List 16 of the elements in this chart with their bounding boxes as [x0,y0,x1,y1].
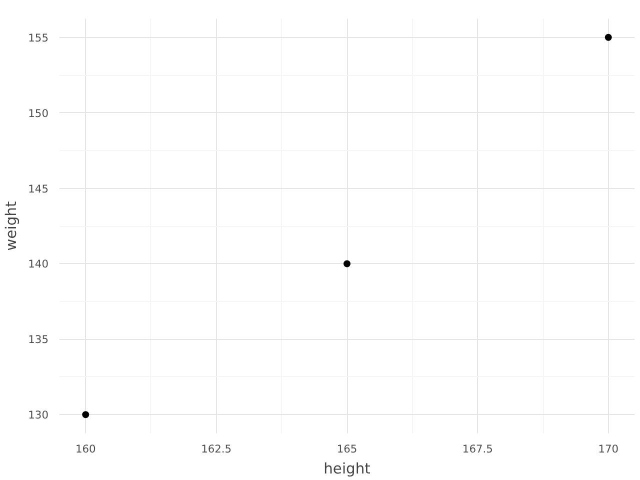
y-tick-label: 150 [28,106,49,120]
x-tick-label: 167.5 [462,442,493,456]
point [82,411,90,418]
x-tick-label: 165 [336,442,358,456]
x-axis-title: height [324,460,371,478]
y-tick-label: 155 [28,31,49,44]
point [344,260,350,268]
x-tick-label: 160 [75,442,96,456]
x-tick-label: 162.5 [201,442,232,456]
y-tick-label: 130 [28,408,49,422]
y-tick-label: 140 [28,258,49,271]
y-tick-label: 145 [28,182,49,196]
y-tick-label: 135 [28,333,49,346]
x-tick-label: 170 [598,442,619,456]
point [604,34,612,41]
y-axis-title: weight [3,201,20,251]
